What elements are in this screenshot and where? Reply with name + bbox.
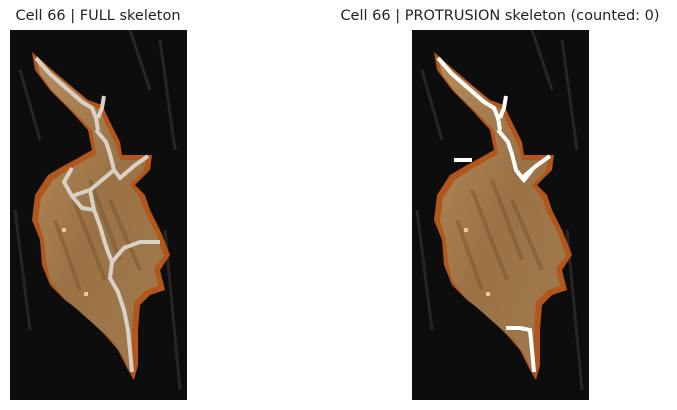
protrusion-skeleton-image [412, 30, 589, 400]
right-panel-title: Cell 66 | PROTRUSION skeleton (counted: … [340, 8, 660, 24]
full-skeleton-svg [13, 30, 182, 391]
cell-body [438, 58, 566, 370]
left-panel-title: Cell 66 | FULL skeleton [15, 8, 181, 24]
protrusion-skeleton-svg [415, 30, 584, 391]
protrusion-skeleton-lines [436, 56, 552, 373]
full-skeleton-image [10, 30, 187, 400]
cell-body [36, 58, 164, 370]
full-skeleton-lines [34, 56, 160, 373]
